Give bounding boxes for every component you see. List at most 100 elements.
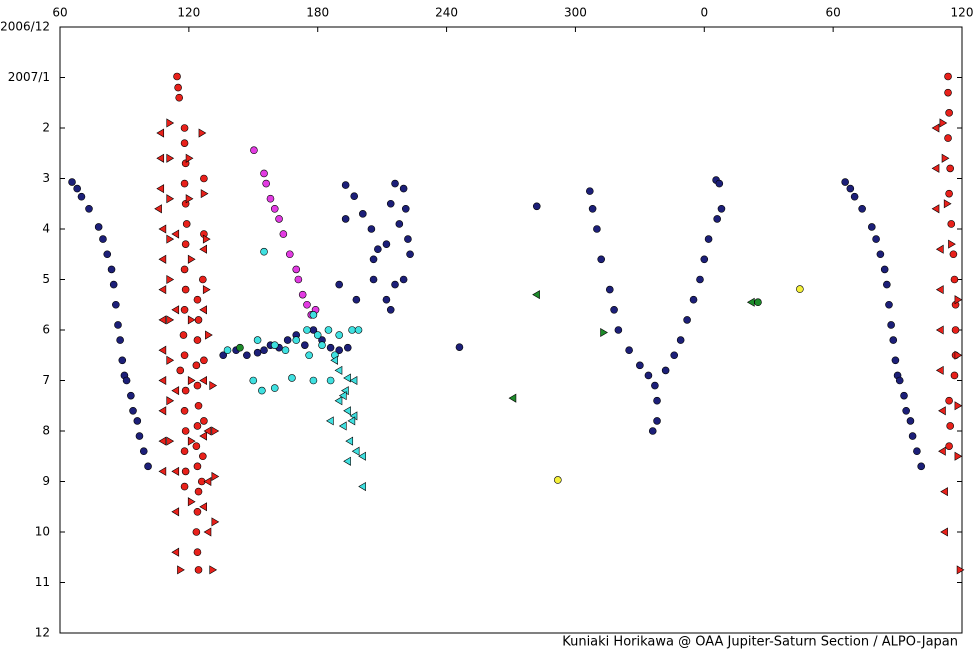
point xyxy=(303,300,311,309)
point xyxy=(309,376,318,385)
point xyxy=(199,244,207,254)
point xyxy=(715,179,724,188)
point xyxy=(180,406,189,415)
point xyxy=(260,247,268,256)
point xyxy=(940,527,948,537)
point xyxy=(219,351,228,360)
point xyxy=(945,109,953,117)
point xyxy=(156,128,165,138)
point xyxy=(179,331,188,339)
point xyxy=(266,194,275,203)
point xyxy=(391,179,399,188)
point xyxy=(180,305,189,314)
point xyxy=(796,285,804,293)
point xyxy=(192,442,201,450)
x-tick-label: 300 xyxy=(564,6,587,20)
point xyxy=(180,482,189,491)
point xyxy=(338,391,347,401)
point xyxy=(187,254,196,264)
point xyxy=(301,341,309,349)
point xyxy=(180,124,189,132)
point xyxy=(166,153,175,163)
point xyxy=(182,220,191,228)
credit: Kuniaki Horikawa @ OAA Jupiter-Saturn Se… xyxy=(562,635,958,650)
y-tick-label: 8 xyxy=(42,424,50,438)
y-tick-label: 10 xyxy=(35,525,50,539)
point xyxy=(326,416,334,426)
point xyxy=(73,184,81,193)
point xyxy=(103,250,112,259)
point xyxy=(906,417,915,425)
point xyxy=(303,326,311,334)
point xyxy=(401,205,410,213)
point xyxy=(180,179,189,188)
point xyxy=(109,280,118,289)
point xyxy=(174,83,182,92)
point xyxy=(187,375,196,386)
point xyxy=(192,528,201,536)
point xyxy=(350,192,359,200)
point xyxy=(644,371,653,380)
point xyxy=(948,239,956,249)
point xyxy=(199,375,207,386)
point xyxy=(374,245,382,253)
point xyxy=(938,446,946,456)
point xyxy=(285,250,294,259)
point xyxy=(696,275,704,284)
point xyxy=(199,305,207,315)
y-tick-label: 3 xyxy=(42,171,50,185)
point xyxy=(181,427,190,435)
point xyxy=(203,426,212,436)
point xyxy=(177,565,185,575)
point xyxy=(653,396,661,405)
plot-frame xyxy=(59,26,963,634)
point xyxy=(700,255,709,264)
y-tick-label: 4 xyxy=(42,222,50,236)
point xyxy=(382,295,391,304)
point xyxy=(950,275,959,284)
point xyxy=(158,406,167,416)
point xyxy=(180,265,189,274)
point xyxy=(283,336,292,344)
y-tick-label: 9 xyxy=(42,474,50,488)
point xyxy=(944,72,952,81)
point xyxy=(946,422,954,430)
point xyxy=(605,285,614,294)
point xyxy=(625,346,633,355)
point xyxy=(455,343,464,351)
point xyxy=(181,386,190,395)
point xyxy=(313,331,322,339)
point xyxy=(895,376,904,385)
point xyxy=(135,432,144,440)
point xyxy=(532,202,541,211)
point xyxy=(270,384,279,392)
point xyxy=(129,406,137,415)
point xyxy=(116,336,124,344)
point xyxy=(358,482,366,492)
point xyxy=(173,72,181,81)
point xyxy=(199,502,207,512)
point xyxy=(94,223,103,231)
point xyxy=(944,88,952,97)
point xyxy=(653,417,661,425)
point xyxy=(940,487,948,497)
point xyxy=(309,311,318,319)
point xyxy=(171,386,180,396)
point xyxy=(931,123,940,133)
point xyxy=(166,315,175,325)
point xyxy=(193,548,202,557)
point xyxy=(193,295,202,304)
point xyxy=(670,351,679,360)
point xyxy=(292,265,301,274)
point xyxy=(112,300,120,309)
point xyxy=(68,178,76,186)
y-tick-label: 2006/12 xyxy=(0,20,50,34)
point xyxy=(950,371,959,380)
point xyxy=(717,205,726,213)
point xyxy=(324,326,333,334)
point xyxy=(648,427,657,435)
point xyxy=(166,234,175,244)
point xyxy=(382,240,391,248)
point xyxy=(954,401,963,411)
point xyxy=(158,315,167,325)
